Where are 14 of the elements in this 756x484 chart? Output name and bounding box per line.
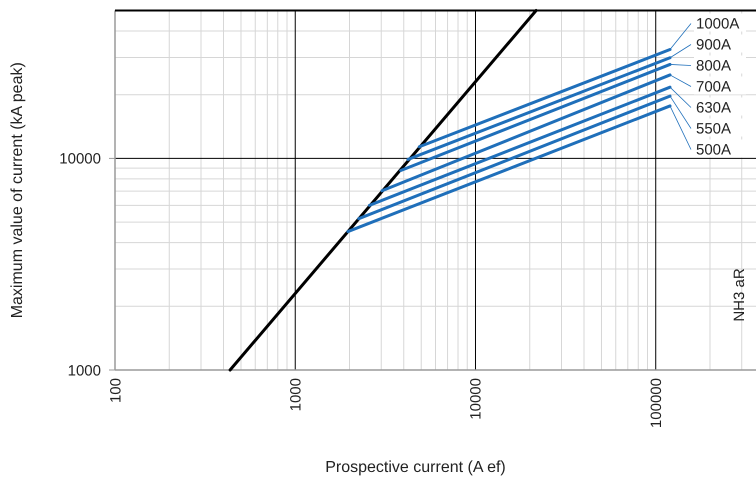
text: 550A [696, 120, 732, 138]
text: 1000A [696, 16, 740, 32]
series-label: 900A [696, 36, 732, 54]
x-tick-label: 1000 [287, 378, 304, 412]
x-tick-label: 10000 [468, 378, 485, 420]
x-tick-label: 100000 [648, 378, 665, 428]
y-axis-title: Maximum value of current (kA peak) [9, 62, 26, 318]
x-axis-title: Prospective current (A ef) [325, 459, 506, 476]
series-label: 630A [696, 100, 732, 116]
series-label: 700A [696, 78, 732, 96]
series-label: 800A [696, 58, 732, 74]
x-tick-label: 100 [107, 378, 124, 404]
text: 500A [696, 142, 732, 158]
annotation: NH3 aR [731, 268, 748, 322]
